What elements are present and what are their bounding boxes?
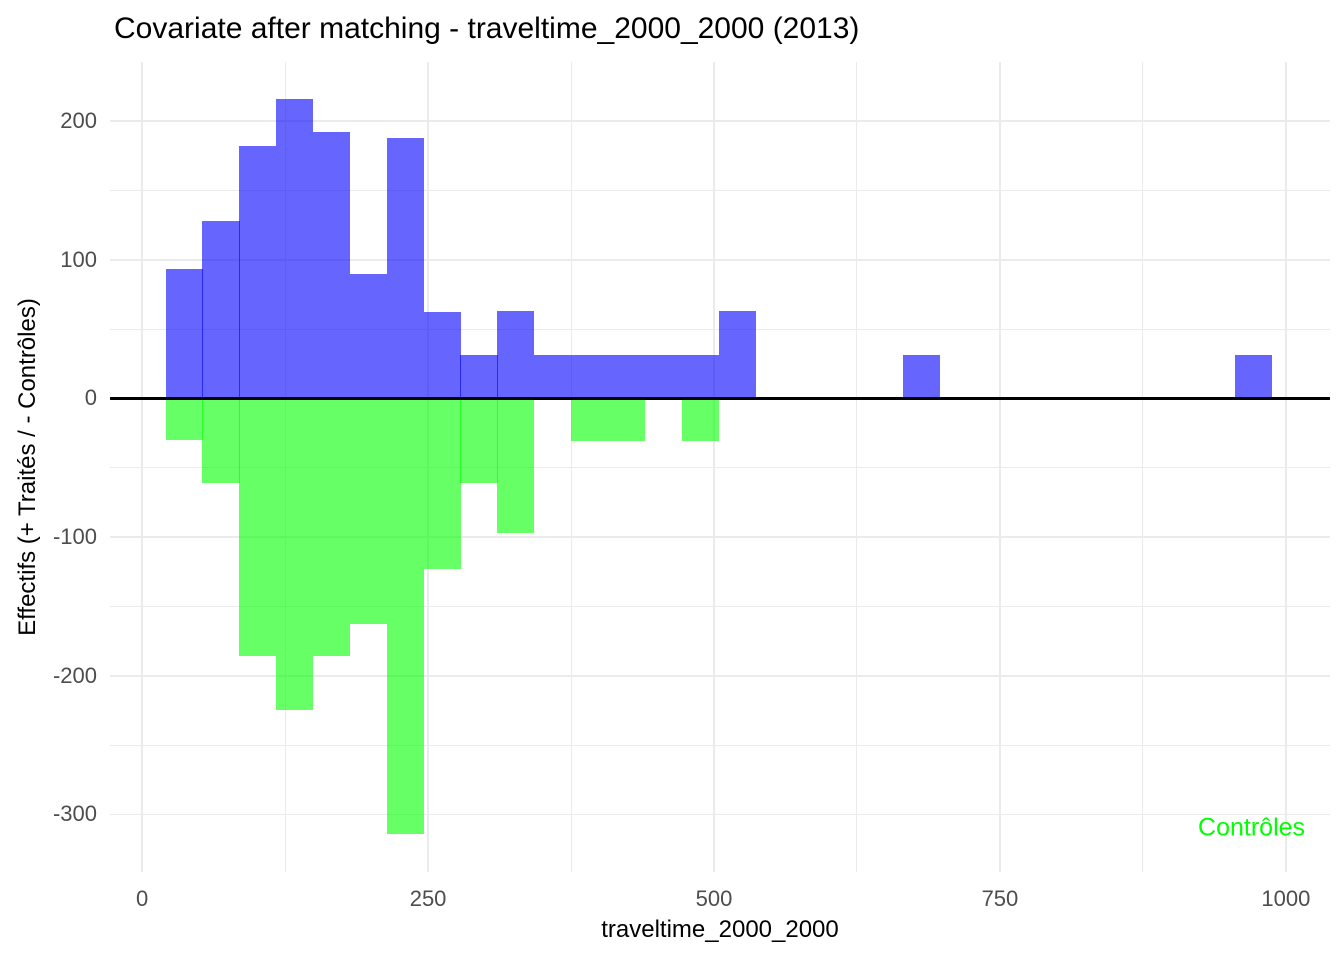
control-bar: [460, 398, 498, 483]
x-tick-label: 0: [136, 886, 149, 911]
x-major-gridline: [141, 62, 143, 872]
treated-bar: [276, 98, 314, 399]
y-minor-gridline: [110, 189, 1330, 191]
y-major-gridline: [110, 674, 1330, 677]
y-minor-gridline: [110, 744, 1330, 746]
treated-bar: [313, 132, 351, 399]
treated-bar: [644, 355, 682, 399]
y-major-gridline: [110, 536, 1330, 538]
treated-bar: [902, 355, 940, 399]
control-bar: [276, 398, 314, 711]
treated-bar: [423, 312, 461, 399]
treated-bar: [718, 311, 756, 399]
control-bar: [349, 398, 388, 625]
x-major-gridline: [713, 62, 715, 872]
control-bar: [202, 398, 240, 483]
treated-bar: [1234, 355, 1272, 399]
y-tick-label: -200: [52, 662, 97, 688]
y-major-gridline: [110, 258, 1330, 261]
control-bar: [386, 398, 424, 834]
y-major-gridline: [110, 120, 1330, 122]
control-bar: [239, 398, 277, 657]
treated-bar: [349, 273, 388, 399]
zero-line-hline: [110, 397, 1330, 400]
control-bar: [165, 398, 203, 441]
treated-bar: [497, 311, 535, 399]
x-major-gridline: [999, 62, 1001, 872]
treated-bar: [534, 355, 572, 399]
x-major-gridline: [1285, 62, 1287, 872]
control-bar: [497, 398, 535, 533]
treated-bar: [165, 269, 203, 399]
treated-bar: [202, 220, 240, 399]
y-major-gridline: [110, 813, 1330, 816]
x-tick-label: 250: [409, 886, 447, 911]
treated-bar: [386, 137, 424, 399]
x-tick-label: 1000: [1261, 886, 1311, 911]
control-bar: [681, 398, 719, 442]
treated-bar: [460, 355, 498, 399]
annotation-controles-label: Contrôles: [1198, 813, 1306, 842]
control-bar: [607, 398, 646, 442]
treated-bar: [681, 355, 719, 399]
y-tick-label: 0: [84, 385, 97, 411]
x-minor-gridline: [570, 62, 572, 872]
y-minor-gridline: [110, 605, 1330, 607]
y-minor-gridline: [110, 467, 1330, 469]
x-tick-label: 500: [695, 886, 733, 911]
y-tick-label: 200: [60, 108, 97, 134]
x-tick-label: 750: [981, 886, 1019, 911]
y-tick-label: 100: [60, 246, 97, 272]
y-tick-label: -300: [52, 801, 97, 827]
treated-bar: [607, 355, 646, 399]
x-axis-title: traveltime_2000_2000: [601, 916, 839, 943]
x-minor-gridline: [856, 62, 858, 872]
control-bar: [423, 398, 461, 569]
control-bar: [571, 398, 609, 442]
chart-title: Covariate after matching - traveltime_20…: [114, 12, 860, 45]
control-bar: [313, 398, 351, 657]
treated-bar: [571, 355, 609, 399]
treated-bar: [239, 146, 277, 399]
y-tick-label: -100: [52, 524, 97, 550]
x-minor-gridline: [1142, 62, 1144, 872]
